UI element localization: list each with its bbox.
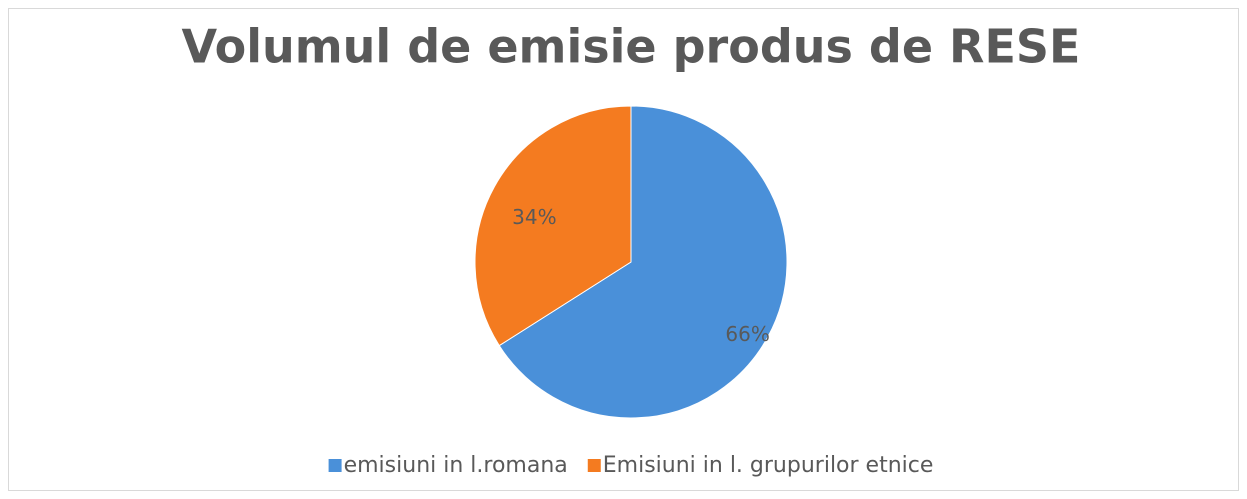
data-label: 66%	[725, 322, 769, 346]
pie-slice	[474, 105, 632, 347]
chart-title: Volumul de emisie produs de RESE	[182, 20, 1081, 74]
legend-label: emisiuni in l.romana	[344, 453, 568, 478]
data-label: 34%	[512, 205, 556, 229]
legend-label: Emisiuni in l. grupurilor etnice	[603, 453, 934, 478]
legend-swatch	[328, 459, 342, 472]
pie-slice	[498, 105, 788, 419]
legend-swatch	[587, 459, 601, 472]
